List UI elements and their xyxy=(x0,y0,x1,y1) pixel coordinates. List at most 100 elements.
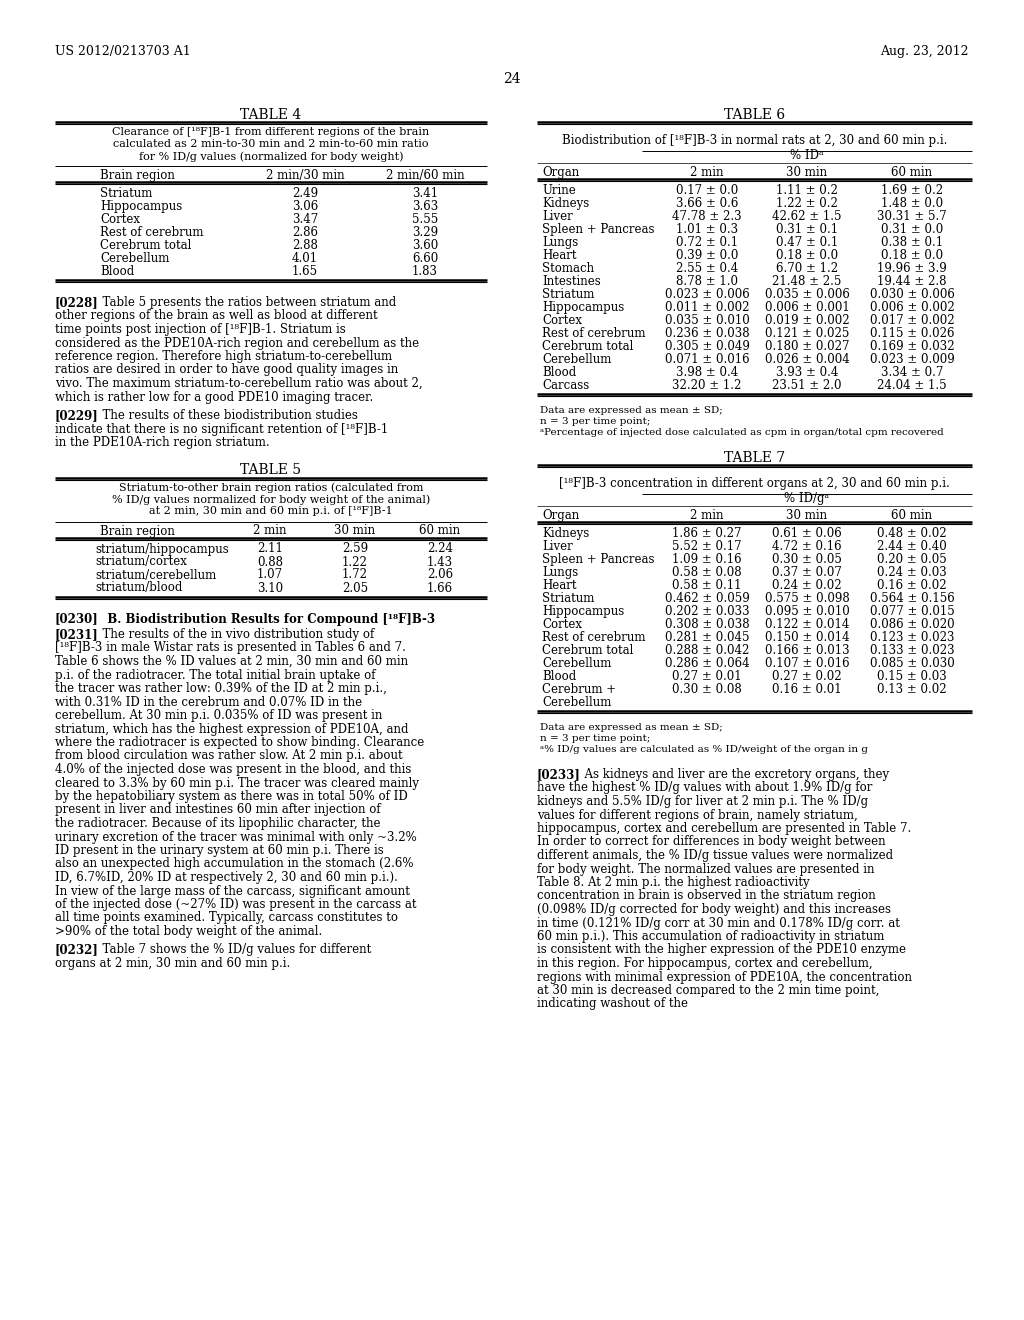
Text: % ID/g values normalized for body weight of the animal): % ID/g values normalized for body weight… xyxy=(112,495,430,506)
Text: Cerebrum +: Cerebrum + xyxy=(542,682,616,696)
Text: [0233]: [0233] xyxy=(537,768,581,781)
Text: n = 3 per time point;: n = 3 per time point; xyxy=(540,734,650,743)
Text: Organ: Organ xyxy=(542,510,580,521)
Text: 1.43: 1.43 xyxy=(427,556,453,569)
Text: 1.65: 1.65 xyxy=(292,265,318,279)
Text: other regions of the brain as well as blood at different: other regions of the brain as well as bl… xyxy=(55,309,378,322)
Text: Kidneys: Kidneys xyxy=(542,527,589,540)
Text: 3.06: 3.06 xyxy=(292,201,318,213)
Text: with 0.31% ID in the cerebrum and 0.07% ID in the: with 0.31% ID in the cerebrum and 0.07% … xyxy=(55,696,362,709)
Text: 30 min: 30 min xyxy=(786,166,827,180)
Text: 1.07: 1.07 xyxy=(257,569,283,582)
Text: urinary excretion of the tracer was minimal with only ~3.2%: urinary excretion of the tracer was mini… xyxy=(55,830,417,843)
Text: 0.023 ± 0.006: 0.023 ± 0.006 xyxy=(665,288,750,301)
Text: 30.31 ± 5.7: 30.31 ± 5.7 xyxy=(878,210,947,223)
Text: 24: 24 xyxy=(503,73,521,86)
Text: 0.27 ± 0.01: 0.27 ± 0.01 xyxy=(672,671,741,682)
Text: kidneys and 5.5% ID/g for liver at 2 min p.i. The % ID/g: kidneys and 5.5% ID/g for liver at 2 min… xyxy=(537,795,868,808)
Text: 1.83: 1.83 xyxy=(412,265,438,279)
Text: which is rather low for a good PDE10 imaging tracer.: which is rather low for a good PDE10 ima… xyxy=(55,391,374,404)
Text: Lungs: Lungs xyxy=(542,566,579,579)
Text: The results of these biodistribution studies: The results of these biodistribution stu… xyxy=(95,409,357,422)
Text: 30 min: 30 min xyxy=(335,524,376,537)
Text: 0.27 ± 0.02: 0.27 ± 0.02 xyxy=(772,671,842,682)
Text: n = 3 per time point;: n = 3 per time point; xyxy=(540,417,650,426)
Text: 3.98 ± 0.4: 3.98 ± 0.4 xyxy=(676,366,738,379)
Text: calculated as 2 min-to-30 min and 2 min-to-60 min ratio: calculated as 2 min-to-30 min and 2 min-… xyxy=(114,139,429,149)
Text: Rest of cerebrum: Rest of cerebrum xyxy=(100,226,204,239)
Text: 0.16 ± 0.01: 0.16 ± 0.01 xyxy=(772,682,842,696)
Text: 6.70 ± 1.2: 6.70 ± 1.2 xyxy=(776,261,838,275)
Text: 0.305 ± 0.049: 0.305 ± 0.049 xyxy=(665,341,750,352)
Text: ᵃPercentage of injected dose calculated as cpm in organ/total cpm recovered: ᵃPercentage of injected dose calculated … xyxy=(540,428,944,437)
Text: Hippocampus: Hippocampus xyxy=(542,605,625,618)
Text: 5.55: 5.55 xyxy=(412,213,438,226)
Text: 19.44 ± 2.8: 19.44 ± 2.8 xyxy=(878,275,947,288)
Text: 1.69 ± 0.2: 1.69 ± 0.2 xyxy=(881,183,943,197)
Text: Striatum-to-other brain region ratios (calculated from: Striatum-to-other brain region ratios (c… xyxy=(119,483,423,494)
Text: reference region. Therefore high striatum-to-cerebellum: reference region. Therefore high striatu… xyxy=(55,350,392,363)
Text: In order to correct for differences in body weight between: In order to correct for differences in b… xyxy=(537,836,886,849)
Text: Data are expressed as mean ± SD;: Data are expressed as mean ± SD; xyxy=(540,723,723,733)
Text: Heart: Heart xyxy=(542,579,577,591)
Text: Table 8. At 2 min p.i. the highest radioactivity: Table 8. At 2 min p.i. the highest radio… xyxy=(537,876,810,888)
Text: ID, 6.7%ID, 20% ID at respectively 2, 30 and 60 min p.i.).: ID, 6.7%ID, 20% ID at respectively 2, 30… xyxy=(55,871,398,884)
Text: 2 min: 2 min xyxy=(690,510,724,521)
Text: % ID/gᵃ: % ID/gᵃ xyxy=(784,492,829,506)
Text: 0.071 ± 0.016: 0.071 ± 0.016 xyxy=(665,352,750,366)
Text: the tracer was rather low: 0.39% of the ID at 2 min p.i.,: the tracer was rather low: 0.39% of the … xyxy=(55,682,387,696)
Text: 0.150 ± 0.014: 0.150 ± 0.014 xyxy=(765,631,849,644)
Text: 3.93 ± 0.4: 3.93 ± 0.4 xyxy=(776,366,839,379)
Text: Spleen + Pancreas: Spleen + Pancreas xyxy=(542,553,654,566)
Text: TABLE 7: TABLE 7 xyxy=(724,451,785,465)
Text: 0.16 ± 0.02: 0.16 ± 0.02 xyxy=(878,579,947,591)
Text: [0230]: [0230] xyxy=(55,612,98,626)
Text: 0.011 ± 0.002: 0.011 ± 0.002 xyxy=(665,301,750,314)
Text: >90% of the total body weight of the animal.: >90% of the total body weight of the ani… xyxy=(55,925,323,939)
Text: 4.0% of the injected dose was present in the blood, and this: 4.0% of the injected dose was present in… xyxy=(55,763,412,776)
Text: indicating washout of the: indicating washout of the xyxy=(537,998,688,1011)
Text: Cerebellum: Cerebellum xyxy=(542,352,611,366)
Text: Striatum: Striatum xyxy=(542,288,594,301)
Text: 60 min: 60 min xyxy=(420,524,461,537)
Text: 0.133 ± 0.023: 0.133 ± 0.023 xyxy=(869,644,954,657)
Text: Striatum: Striatum xyxy=(542,591,594,605)
Text: Cortex: Cortex xyxy=(542,618,582,631)
Text: 3.34 ± 0.7: 3.34 ± 0.7 xyxy=(881,366,943,379)
Text: Biodistribution of [¹⁸F]B-3 in normal rats at 2, 30 and 60 min p.i.: Biodistribution of [¹⁸F]B-3 in normal ra… xyxy=(562,135,947,147)
Text: The results of the in vivo distribution study of: The results of the in vivo distribution … xyxy=(95,628,374,642)
Text: [¹⁸F]B-3 concentration in different organs at 2, 30 and 60 min p.i.: [¹⁸F]B-3 concentration in different orga… xyxy=(559,477,950,490)
Text: 2.88: 2.88 xyxy=(292,239,317,252)
Text: 0.24 ± 0.03: 0.24 ± 0.03 xyxy=(878,566,947,579)
Text: different animals, the % ID/g tissue values were normalized: different animals, the % ID/g tissue val… xyxy=(537,849,893,862)
Text: indicate that there is no significant retention of [¹⁸F]B-1: indicate that there is no significant re… xyxy=(55,422,388,436)
Text: 0.006 ± 0.001: 0.006 ± 0.001 xyxy=(765,301,849,314)
Text: Brain region: Brain region xyxy=(100,524,175,537)
Text: striatum/hippocampus: striatum/hippocampus xyxy=(95,543,228,556)
Text: [0231]: [0231] xyxy=(55,628,98,642)
Text: 23.51 ± 2.0: 23.51 ± 2.0 xyxy=(772,379,842,392)
Text: 3.29: 3.29 xyxy=(412,226,438,239)
Text: 60 min: 60 min xyxy=(892,510,933,521)
Text: 0.58 ± 0.11: 0.58 ± 0.11 xyxy=(672,579,741,591)
Text: 0.30 ± 0.05: 0.30 ± 0.05 xyxy=(772,553,842,566)
Text: 0.18 ± 0.0: 0.18 ± 0.0 xyxy=(881,249,943,261)
Text: 0.31 ± 0.1: 0.31 ± 0.1 xyxy=(776,223,838,236)
Text: B. Biodistribution Results for Compound [¹⁸F]B-3: B. Biodistribution Results for Compound … xyxy=(95,612,435,626)
Text: 0.107 ± 0.016: 0.107 ± 0.016 xyxy=(765,657,849,671)
Text: vivo. The maximum striatum-to-cerebellum ratio was about 2,: vivo. The maximum striatum-to-cerebellum… xyxy=(55,378,423,389)
Text: 2.11: 2.11 xyxy=(257,543,283,556)
Text: TABLE 4: TABLE 4 xyxy=(241,108,302,121)
Text: 0.017 ± 0.002: 0.017 ± 0.002 xyxy=(869,314,954,327)
Text: 0.37 ± 0.07: 0.37 ± 0.07 xyxy=(772,566,842,579)
Text: 0.39 ± 0.0: 0.39 ± 0.0 xyxy=(676,249,738,261)
Text: [0232]: [0232] xyxy=(55,944,99,957)
Text: Hippocampus: Hippocampus xyxy=(542,301,625,314)
Text: Table 6 shows the % ID values at 2 min, 30 min and 60 min: Table 6 shows the % ID values at 2 min, … xyxy=(55,655,409,668)
Text: Cortex: Cortex xyxy=(542,314,582,327)
Text: 0.462 ± 0.059: 0.462 ± 0.059 xyxy=(665,591,750,605)
Text: Cerebellum: Cerebellum xyxy=(100,252,169,265)
Text: 0.030 ± 0.006: 0.030 ± 0.006 xyxy=(869,288,954,301)
Text: 1.09 ± 0.16: 1.09 ± 0.16 xyxy=(672,553,741,566)
Text: [¹⁸F]B-3 in male Wistar rats is presented in Tables 6 and 7.: [¹⁸F]B-3 in male Wistar rats is presente… xyxy=(55,642,406,655)
